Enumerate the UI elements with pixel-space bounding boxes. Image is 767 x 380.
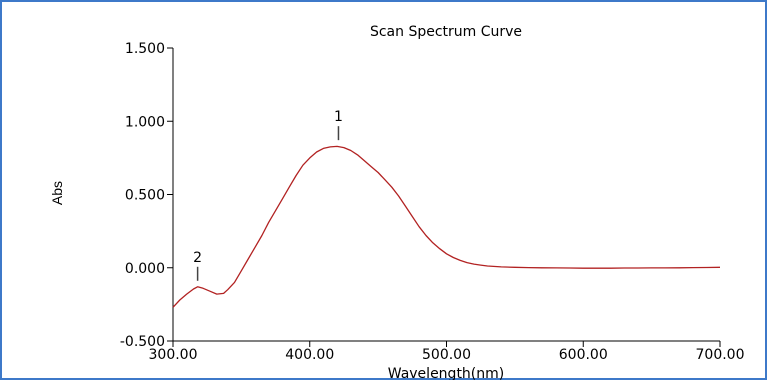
y-tick-label: 1.500 <box>125 41 165 57</box>
chart-title: Scan Spectrum Curve <box>370 24 522 40</box>
x-tick-label: 600.00 <box>559 347 608 363</box>
y-axis-label: Abs <box>49 181 65 205</box>
x-tick-label: 400.00 <box>285 347 334 363</box>
plot-area <box>172 145 721 308</box>
y-tick-label: 1.000 <box>125 114 165 130</box>
y-tick-label: 0.500 <box>125 188 165 204</box>
x-tick-label: 300.00 <box>149 347 198 363</box>
peak-markers: 12 <box>193 109 343 281</box>
y-tick-label: 0.000 <box>125 261 165 277</box>
x-axis-label: Wavelength(nm) <box>388 366 504 380</box>
spectrum-line <box>172 145 721 308</box>
x-tick-label: 500.00 <box>422 347 471 363</box>
peak-label: 2 <box>193 250 202 266</box>
peak-label: 1 <box>334 109 343 125</box>
x-tick-label: 700.00 <box>696 347 745 363</box>
y-tick-label: -0.500 <box>120 334 165 350</box>
